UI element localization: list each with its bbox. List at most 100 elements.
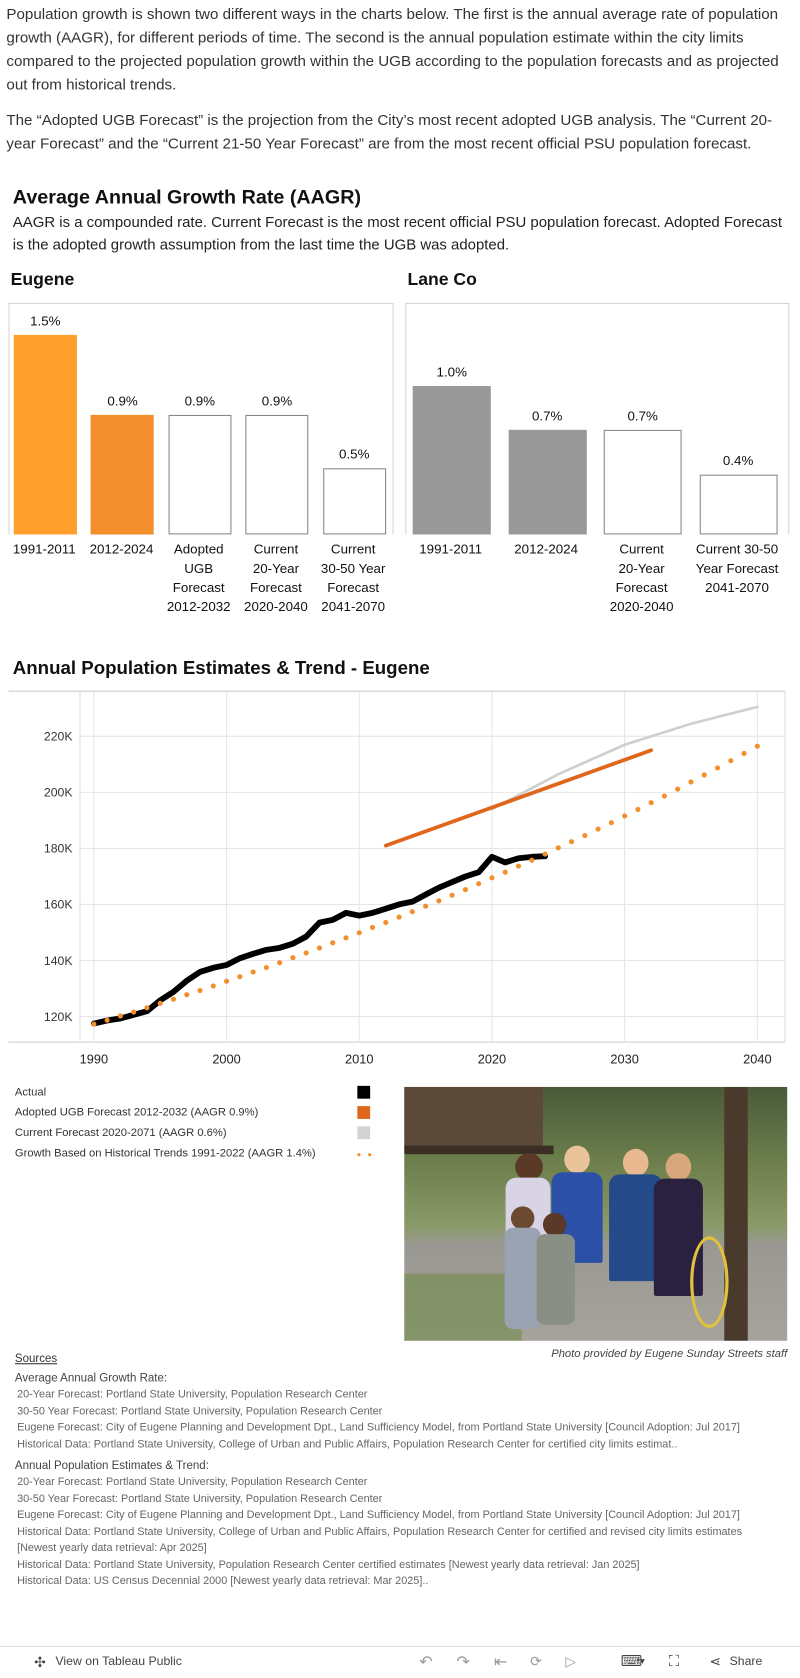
legend-item-label[interactable]: Adopted UGB Forecast 2012-2032 (AAGR 0.9… <box>14 1106 259 1119</box>
bar-3[interactable] <box>699 474 778 535</box>
trend-point[interactable] <box>661 793 668 799</box>
legend-item-label[interactable]: Growth Based on Historical Trends 1991-2… <box>14 1146 316 1160</box>
redo-icon[interactable]: ↷ <box>456 1653 470 1672</box>
chevron-down-icon[interactable]: ▾ <box>640 1655 645 1667</box>
bar-0[interactable] <box>13 334 77 535</box>
trend-point[interactable] <box>436 898 442 904</box>
trend-point[interactable] <box>290 955 296 961</box>
trend-point[interactable] <box>131 1009 137 1015</box>
trend-point[interactable] <box>104 1017 110 1023</box>
trend-point[interactable] <box>476 881 482 887</box>
trend-point[interactable] <box>754 743 760 749</box>
series-line-actual[interactable] <box>90 853 549 1027</box>
sources-title[interactable]: Sources <box>14 1352 58 1366</box>
trend-point[interactable] <box>423 903 429 909</box>
trend-point[interactable] <box>502 869 508 875</box>
bar-1[interactable] <box>508 430 587 535</box>
revert-icon[interactable]: ⇤ <box>493 1653 508 1672</box>
bar-2[interactable] <box>168 414 232 535</box>
trend-point[interactable] <box>303 950 309 956</box>
legend-item-label[interactable]: Current Forecast 2020-2071 (AAGR 0.6%) <box>14 1126 227 1140</box>
category-label-line: 2012-2024 <box>89 541 154 557</box>
trend-point[interactable] <box>529 857 535 863</box>
trend-point[interactable] <box>237 974 243 980</box>
trend-point[interactable] <box>144 1005 150 1011</box>
trend-point[interactable] <box>316 945 323 951</box>
undo-icon[interactable]: ↶ <box>419 1653 433 1672</box>
bar-2[interactable] <box>603 430 682 535</box>
source-line: Historical Data: Portland State Universi… <box>17 1558 640 1571</box>
bar-4[interactable] <box>322 467 386 535</box>
trend-point[interactable] <box>462 887 468 893</box>
trend-point[interactable] <box>622 813 628 819</box>
trend-point[interactable] <box>489 875 495 881</box>
trend-point[interactable] <box>197 987 203 994</box>
sources-aagr-list: 20-Year Forecast: Portland State Univers… <box>15 1387 762 1453</box>
trend-point[interactable] <box>170 996 177 1002</box>
trend-point[interactable] <box>635 806 641 813</box>
category-label-line: UGB <box>184 561 214 577</box>
fullscreen-icon[interactable]: ⛶ <box>668 1652 680 1670</box>
trend-point[interactable] <box>277 960 283 966</box>
x-tick-label: 2040 <box>743 1051 771 1066</box>
bar-1[interactable] <box>91 414 155 535</box>
trend-point[interactable] <box>542 851 548 857</box>
trend-point[interactable] <box>569 839 575 845</box>
sources-ape-list: 20-Year Forecast: Portland State Univers… <box>15 1474 762 1590</box>
trend-point[interactable] <box>741 750 747 756</box>
trend-point[interactable] <box>648 800 654 806</box>
y-tick-label: 180K <box>44 842 73 856</box>
bar-0[interactable] <box>412 385 491 535</box>
trend-point[interactable] <box>515 863 522 869</box>
legend-dot-icon <box>368 1153 372 1157</box>
sources-aagr-heading: Average Annual Growth Rate: <box>14 1371 168 1385</box>
bar-3[interactable] <box>245 414 309 535</box>
trend-point[interactable] <box>728 758 734 764</box>
trend-point[interactable] <box>184 992 190 998</box>
trend-point[interactable] <box>595 826 601 832</box>
series-line-adopted-ugb[interactable] <box>383 748 654 848</box>
refresh-icon[interactable]: ⟳ <box>530 1653 542 1670</box>
y-tick-label: 200K <box>44 786 73 800</box>
comment-icon[interactable]: ⌨ <box>620 1652 643 1670</box>
series-line-current-forecast[interactable] <box>490 705 759 811</box>
category-label-line: Year Forecast <box>695 561 779 577</box>
trend-point[interactable] <box>714 765 721 771</box>
trend-point[interactable] <box>343 935 349 941</box>
share-button[interactable]: Share <box>729 1655 763 1669</box>
trend-point[interactable] <box>383 919 389 925</box>
trend-point[interactable] <box>688 779 694 785</box>
aagr-title: Average Annual Growth Rate (AAGR) <box>12 185 362 209</box>
trend-point[interactable] <box>396 914 402 920</box>
trend-point[interactable] <box>330 940 336 946</box>
tableau-logo-icon: ✣ <box>34 1654 46 1671</box>
laneco-title: Lane Co <box>407 269 477 290</box>
trend-point[interactable] <box>250 969 256 975</box>
trend-point[interactable] <box>608 820 614 826</box>
aagr-description: AAGR is a compounded rate. Current Forec… <box>12 213 782 253</box>
trend-point[interactable] <box>409 909 415 915</box>
trend-point[interactable] <box>210 983 216 989</box>
category-label-line: 20-Year <box>252 561 300 577</box>
trend-point[interactable] <box>369 924 376 930</box>
bar-value-label: 0.9% <box>261 393 293 409</box>
trend-point[interactable] <box>675 786 681 792</box>
legend-item-label[interactable]: Actual <box>14 1085 47 1099</box>
x-tick-label: 2020 <box>478 1051 506 1066</box>
category-label-line: Forecast <box>615 580 668 596</box>
trend-point[interactable] <box>449 892 455 898</box>
trend-point[interactable] <box>157 1000 163 1006</box>
share-icon[interactable]: ⋖ <box>709 1653 721 1670</box>
trend-point[interactable] <box>117 1013 123 1019</box>
source-line: 20-Year Forecast: Portland State Univers… <box>17 1476 368 1489</box>
pause-icon[interactable]: ▷ <box>565 1653 577 1670</box>
trend-point[interactable] <box>224 978 230 984</box>
trend-point[interactable] <box>263 964 269 971</box>
x-tick-label: 2030 <box>610 1051 638 1066</box>
view-on-tableau-link[interactable]: View on Tableau Public <box>55 1655 182 1669</box>
trend-point[interactable] <box>582 832 588 839</box>
trend-point[interactable] <box>91 1021 97 1027</box>
trend-point[interactable] <box>555 845 561 851</box>
trend-point[interactable] <box>356 930 362 936</box>
trend-point[interactable] <box>701 772 707 778</box>
